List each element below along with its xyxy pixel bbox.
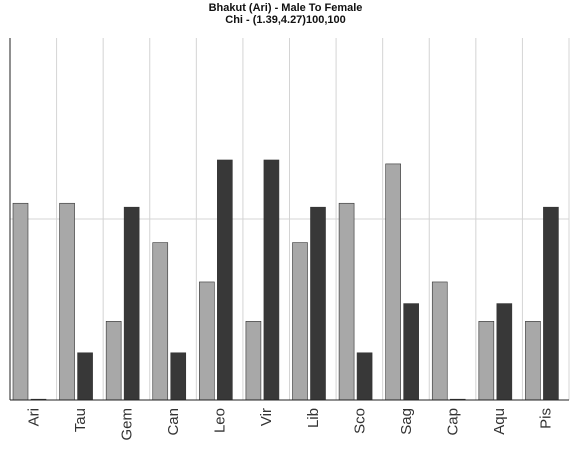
x-tick-label-sag: Sag — [398, 408, 415, 435]
x-tick-label-vir: Vir — [258, 408, 275, 426]
x-tick-label-sco: Sco — [351, 408, 368, 434]
bar-a-sag — [385, 163, 401, 401]
bar-a-can — [152, 242, 169, 401]
bar-a-tau — [59, 202, 75, 401]
bar-b-leo — [217, 159, 233, 401]
x-tick-label-ari: Ari — [25, 408, 42, 426]
x-tick-label-tau: Tau — [72, 408, 89, 432]
bar-b-tau — [77, 352, 93, 401]
bar-b-sag — [403, 303, 419, 401]
x-tick-label-aqu: Aqu — [491, 408, 508, 435]
x-tick-label-cap: Cap — [445, 408, 462, 436]
bar-b-pis — [543, 206, 559, 401]
bar-a-lib — [292, 242, 308, 401]
bar-a-cap — [431, 281, 448, 401]
x-tick-label-lib: Lib — [305, 408, 322, 428]
bar-b-aqu — [496, 303, 513, 401]
x-tick-label-gem: Gem — [118, 408, 135, 441]
bar-a-aqu — [478, 321, 495, 401]
x-tick-label-can: Can — [165, 408, 182, 436]
bar-b-gem — [123, 206, 140, 401]
chart-subtitle: Chi - (1.39,4.27)100,100 — [225, 14, 346, 26]
x-tick-label-pis: Pis — [538, 408, 555, 429]
bar-a-gem — [105, 321, 122, 401]
bar-a-sco — [338, 202, 355, 401]
x-tick-label-leo: Leo — [212, 408, 229, 433]
bar-a-pis — [525, 321, 541, 401]
bar-a-vir — [245, 321, 262, 401]
bar-b-vir — [263, 159, 280, 401]
chart-title: Bhakut (Ari) - Male To Female — [208, 2, 363, 14]
bar-b-lib — [310, 206, 326, 401]
bar-b-sco — [356, 352, 373, 401]
bar-a-ari — [12, 202, 29, 401]
bar-a-leo — [199, 281, 215, 401]
bar-b-can — [170, 352, 187, 401]
